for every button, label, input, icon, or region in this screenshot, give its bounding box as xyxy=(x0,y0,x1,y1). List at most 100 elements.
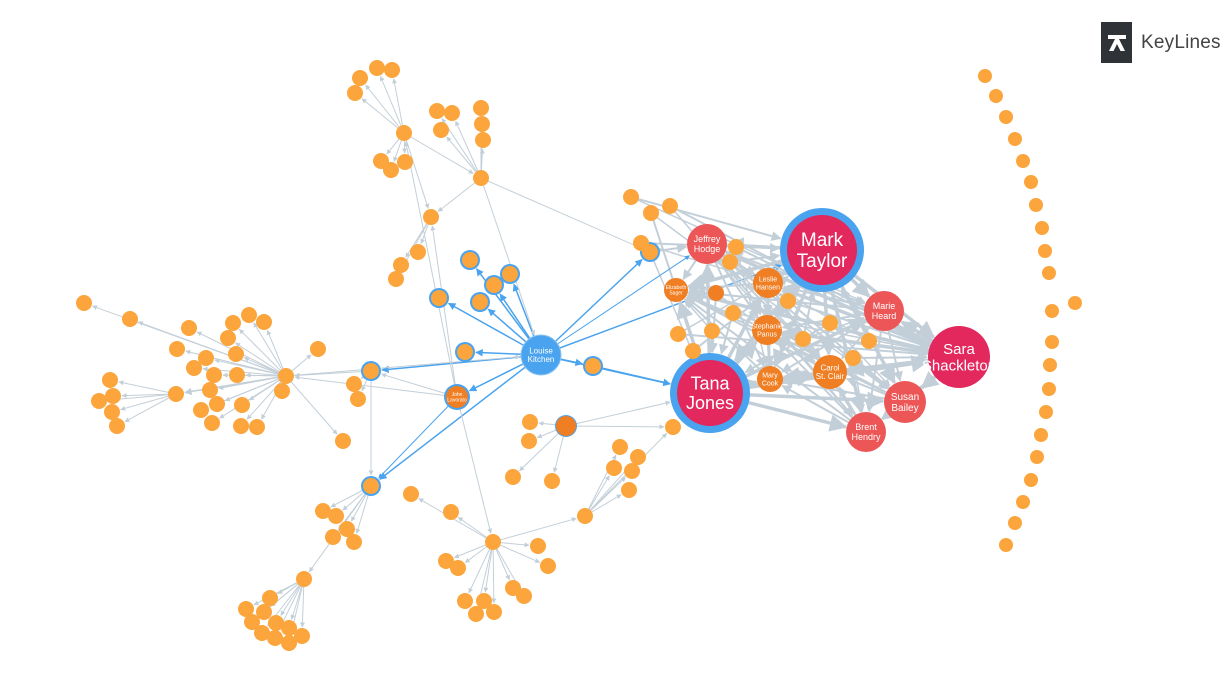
node[interactable] xyxy=(725,305,741,321)
node[interactable] xyxy=(623,189,639,205)
node[interactable] xyxy=(665,419,681,435)
node[interactable] xyxy=(102,372,118,388)
node[interactable] xyxy=(429,103,445,119)
node[interactable] xyxy=(485,534,501,550)
node[interactable] xyxy=(999,538,1013,552)
node[interactable] xyxy=(249,419,265,435)
node[interactable] xyxy=(403,486,419,502)
node[interactable] xyxy=(328,508,344,524)
node[interactable] xyxy=(999,110,1013,124)
node[interactable] xyxy=(662,198,678,214)
node[interactable] xyxy=(457,593,473,609)
node[interactable] xyxy=(621,482,637,498)
node[interactable] xyxy=(505,580,521,596)
node[interactable] xyxy=(281,620,297,636)
node[interactable] xyxy=(670,326,686,342)
node[interactable] xyxy=(460,250,480,270)
node[interactable] xyxy=(484,275,504,295)
node[interactable] xyxy=(350,391,366,407)
node[interactable] xyxy=(109,418,125,434)
node[interactable] xyxy=(685,343,701,359)
node[interactable] xyxy=(274,383,290,399)
node[interactable] xyxy=(1029,198,1043,212)
node[interactable] xyxy=(577,508,593,524)
node[interactable] xyxy=(1008,132,1022,146)
node[interactable] xyxy=(624,463,640,479)
node[interactable] xyxy=(455,342,475,362)
node[interactable] xyxy=(633,235,649,251)
node[interactable] xyxy=(780,293,796,309)
node[interactable] xyxy=(978,69,992,83)
node[interactable] xyxy=(795,331,811,347)
node[interactable] xyxy=(845,350,861,366)
node[interactable] xyxy=(315,503,331,519)
node[interactable] xyxy=(1008,516,1022,530)
node[interactable] xyxy=(361,361,381,381)
node[interactable] xyxy=(861,333,877,349)
node[interactable] xyxy=(1042,266,1056,280)
node[interactable] xyxy=(500,264,520,284)
node[interactable] xyxy=(438,553,454,569)
node[interactable] xyxy=(1034,428,1048,442)
node[interactable] xyxy=(339,521,355,537)
node[interactable] xyxy=(369,60,385,76)
node[interactable] xyxy=(198,350,214,366)
node[interactable] xyxy=(294,628,310,644)
node[interactable] xyxy=(91,393,107,409)
node[interactable] xyxy=(346,376,362,392)
node[interactable] xyxy=(555,415,577,437)
node[interactable] xyxy=(1035,221,1049,235)
node[interactable] xyxy=(397,154,413,170)
node[interactable] xyxy=(583,356,603,376)
node[interactable] xyxy=(262,590,278,606)
node[interactable] xyxy=(335,433,351,449)
node[interactable] xyxy=(238,601,254,617)
node[interactable] xyxy=(410,244,426,260)
node[interactable] xyxy=(423,209,439,225)
node[interactable] xyxy=(1042,382,1056,396)
node[interactable] xyxy=(1039,405,1053,419)
node[interactable] xyxy=(383,162,399,178)
node[interactable] xyxy=(361,476,381,496)
node[interactable] xyxy=(244,614,260,630)
node[interactable] xyxy=(310,341,326,357)
node[interactable] xyxy=(530,538,546,554)
node[interactable] xyxy=(505,469,521,485)
node[interactable] xyxy=(521,433,537,449)
node[interactable] xyxy=(544,473,560,489)
node[interactable] xyxy=(522,414,538,430)
node[interactable] xyxy=(1043,358,1057,372)
node[interactable] xyxy=(229,367,245,383)
node[interactable] xyxy=(1024,473,1038,487)
node[interactable] xyxy=(1016,495,1030,509)
node[interactable] xyxy=(473,100,489,116)
node[interactable] xyxy=(204,415,220,431)
node[interactable] xyxy=(429,288,449,308)
node[interactable] xyxy=(433,122,449,138)
node[interactable] xyxy=(181,320,197,336)
node[interactable] xyxy=(388,271,404,287)
node[interactable] xyxy=(220,330,236,346)
node[interactable] xyxy=(241,307,257,323)
node[interactable] xyxy=(1016,154,1030,168)
node[interactable] xyxy=(450,560,466,576)
node[interactable] xyxy=(396,125,412,141)
node[interactable] xyxy=(606,460,622,476)
node[interactable] xyxy=(704,323,720,339)
node[interactable] xyxy=(474,116,490,132)
node[interactable] xyxy=(209,396,225,412)
node[interactable] xyxy=(612,439,628,455)
node[interactable] xyxy=(393,257,409,273)
node[interactable] xyxy=(278,368,294,384)
node[interactable] xyxy=(206,367,222,383)
node[interactable] xyxy=(76,295,92,311)
